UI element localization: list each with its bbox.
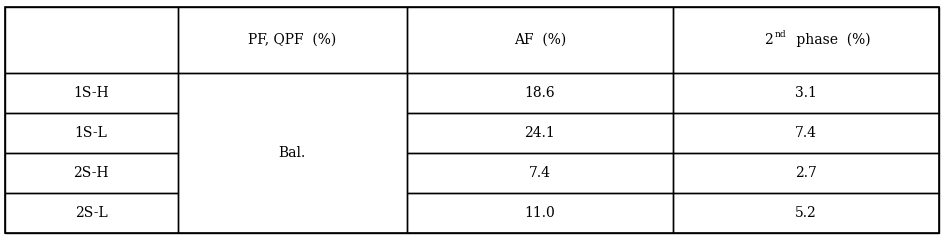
Text: 1S-L: 1S-L <box>75 126 108 140</box>
Text: 7.4: 7.4 <box>795 126 818 140</box>
Text: Bal.: Bal. <box>278 146 306 160</box>
Text: 1S-H: 1S-H <box>74 86 109 100</box>
Bar <box>5 113 177 153</box>
Text: AF  (%): AF (%) <box>514 33 565 47</box>
Bar <box>407 153 673 193</box>
Bar <box>407 7 673 73</box>
Text: nd: nd <box>775 30 786 39</box>
Bar <box>177 73 407 233</box>
Text: 2S-H: 2S-H <box>74 166 109 180</box>
Text: 2: 2 <box>764 33 772 47</box>
Bar <box>407 113 673 153</box>
Bar <box>177 7 407 73</box>
Bar <box>673 193 939 233</box>
Text: 18.6: 18.6 <box>525 86 555 100</box>
Bar <box>673 7 939 73</box>
Bar <box>5 193 177 233</box>
Bar <box>5 7 177 73</box>
Text: phase  (%): phase (%) <box>792 33 870 47</box>
Bar <box>673 153 939 193</box>
Bar <box>5 153 177 193</box>
Text: 11.0: 11.0 <box>524 206 555 220</box>
Text: PF, QPF  (%): PF, QPF (%) <box>248 33 336 47</box>
Bar <box>5 73 177 113</box>
Text: 2.7: 2.7 <box>795 166 818 180</box>
Text: 2S-L: 2S-L <box>75 206 108 220</box>
Text: 3.1: 3.1 <box>795 86 818 100</box>
Text: 24.1: 24.1 <box>524 126 555 140</box>
Bar <box>407 193 673 233</box>
Bar <box>407 73 673 113</box>
Text: 7.4: 7.4 <box>529 166 550 180</box>
Bar <box>673 73 939 113</box>
Bar <box>673 113 939 153</box>
Text: 5.2: 5.2 <box>795 206 817 220</box>
